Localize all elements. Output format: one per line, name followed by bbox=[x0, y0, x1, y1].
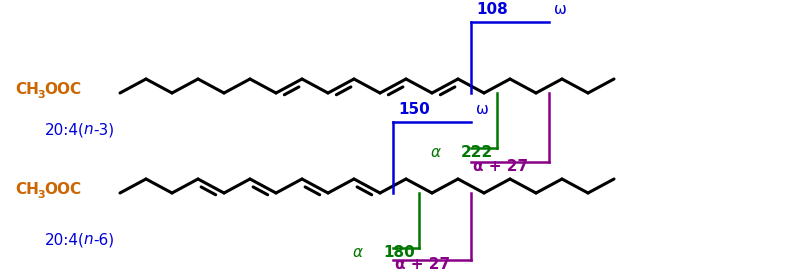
Text: ω: ω bbox=[476, 102, 489, 117]
Text: 150: 150 bbox=[398, 102, 430, 117]
Text: α: α bbox=[353, 245, 363, 260]
Text: n: n bbox=[83, 232, 92, 248]
Text: OOC: OOC bbox=[44, 183, 81, 197]
Text: 20:4(: 20:4( bbox=[45, 232, 85, 248]
Text: OOC: OOC bbox=[44, 83, 81, 97]
Text: 3: 3 bbox=[37, 190, 45, 200]
Text: α: α bbox=[431, 145, 441, 160]
Text: α + 27: α + 27 bbox=[473, 159, 528, 174]
Text: -6): -6) bbox=[93, 232, 114, 248]
Text: 222: 222 bbox=[461, 145, 494, 160]
Text: 3: 3 bbox=[37, 90, 45, 100]
Text: CH: CH bbox=[15, 183, 39, 197]
Text: α + 27: α + 27 bbox=[395, 257, 450, 270]
Text: 180: 180 bbox=[383, 245, 415, 260]
Text: n: n bbox=[83, 123, 92, 137]
Text: 108: 108 bbox=[476, 2, 508, 17]
Text: CH: CH bbox=[15, 83, 39, 97]
Text: ω: ω bbox=[554, 2, 567, 17]
Text: 20:4(: 20:4( bbox=[45, 123, 85, 137]
Text: -3): -3) bbox=[93, 123, 114, 137]
